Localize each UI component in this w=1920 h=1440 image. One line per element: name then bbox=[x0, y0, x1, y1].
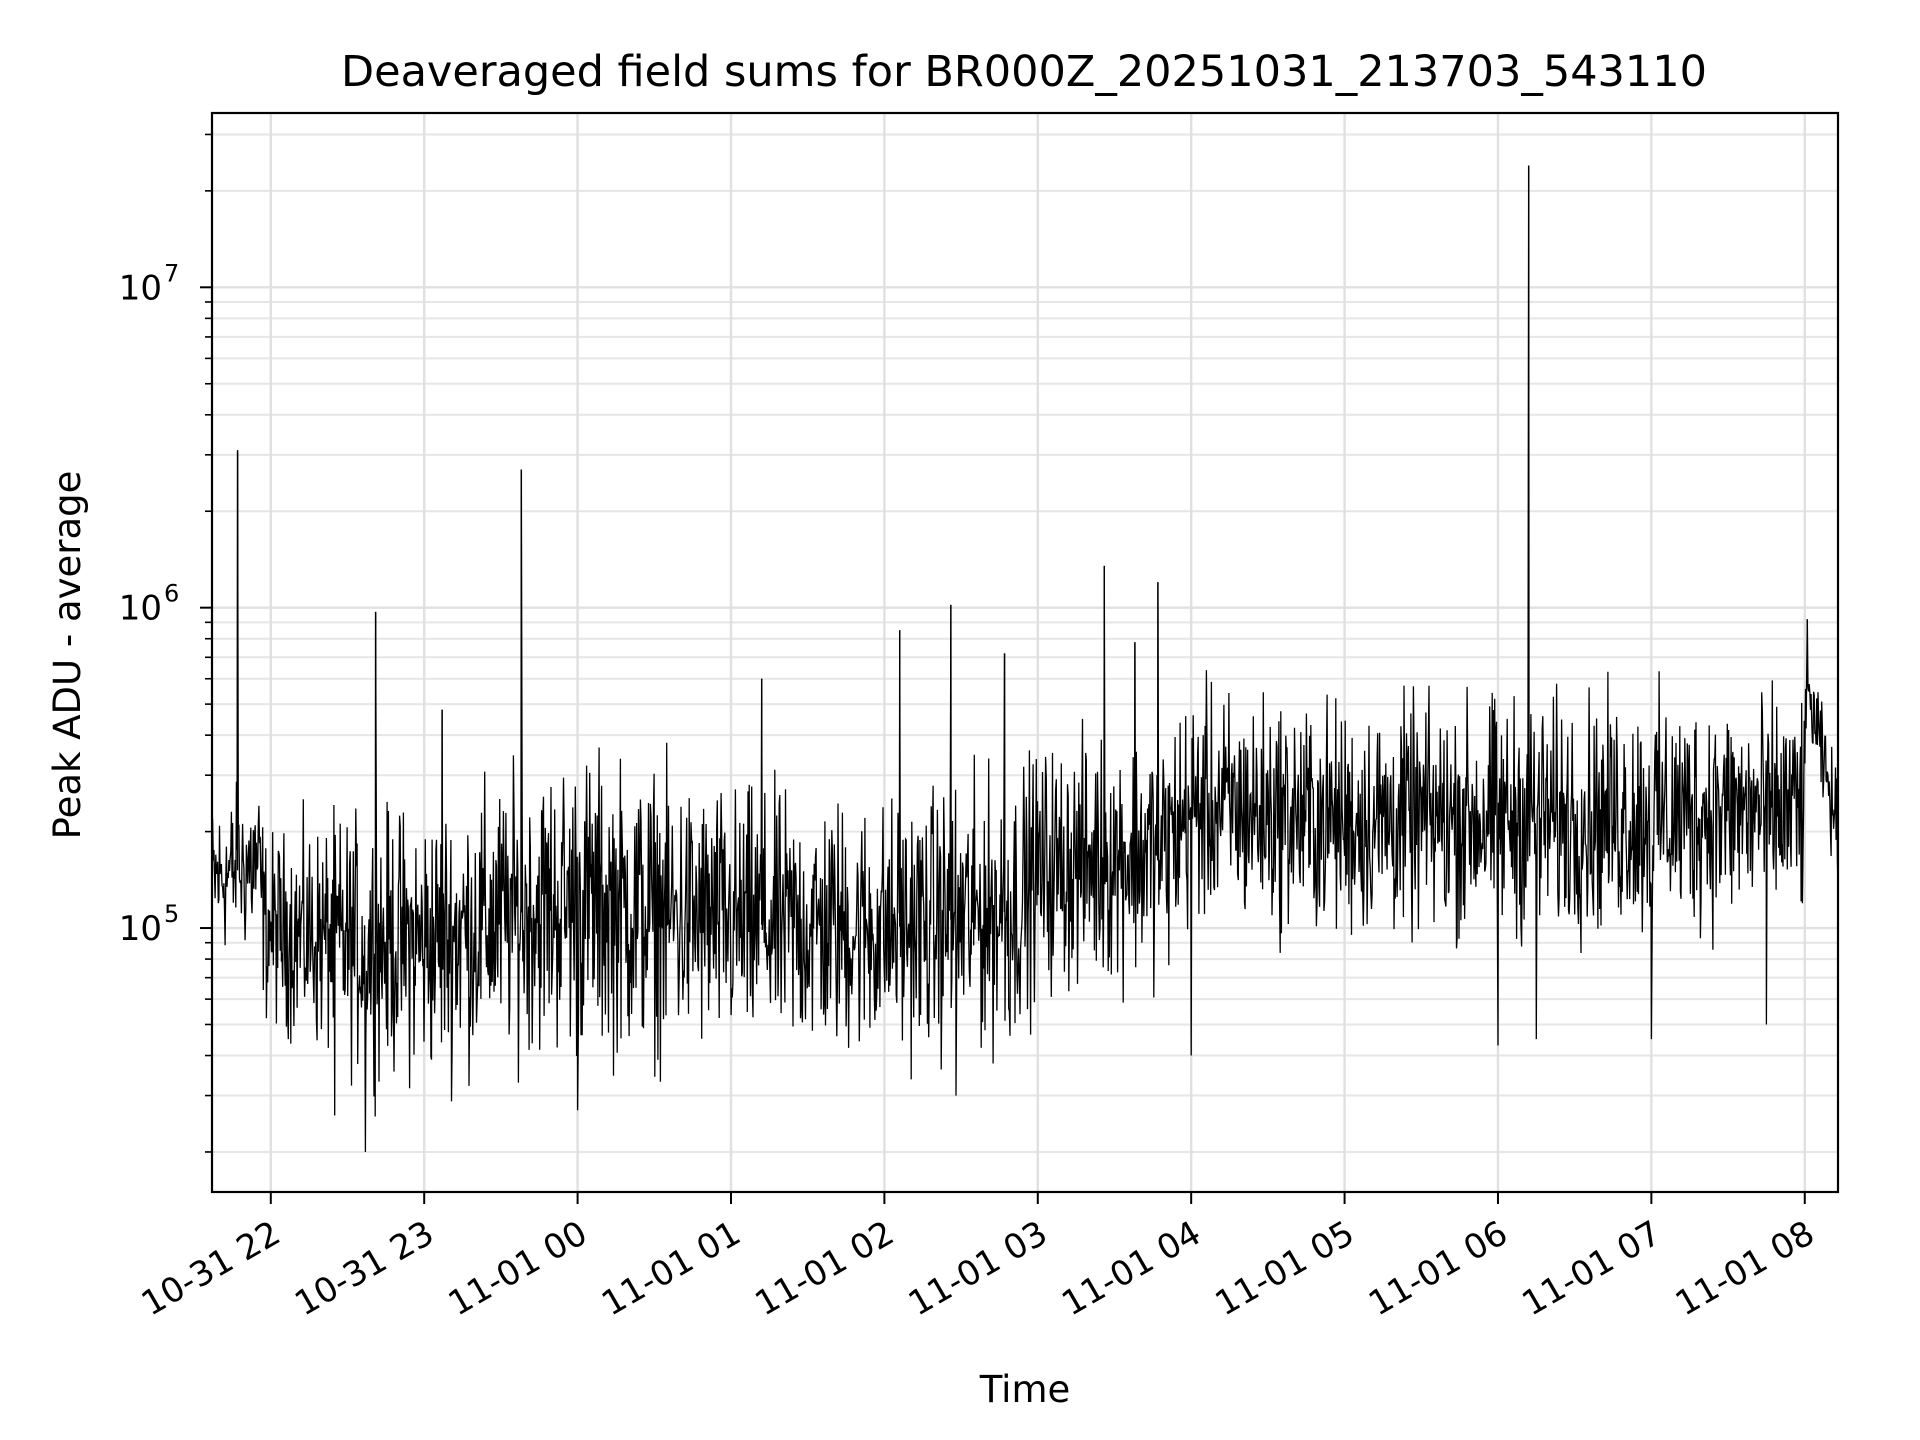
y-tick-label: 10 bbox=[119, 268, 162, 308]
data-series bbox=[212, 165, 1838, 1153]
y-tick-exponent: 5 bbox=[164, 900, 179, 928]
y-tick-exponent: 6 bbox=[164, 580, 179, 608]
plot-frame bbox=[210, 111, 1840, 1194]
y-tick-exponent: 7 bbox=[164, 259, 179, 287]
y-tick-label: 10 bbox=[119, 589, 162, 629]
y-tick-label: 10 bbox=[119, 909, 162, 949]
chart-title: Deaveraged field sums for BR000Z_2025103… bbox=[341, 47, 1707, 97]
minor-gridlines bbox=[212, 133, 1838, 1153]
x-axis-label: Time bbox=[979, 1368, 1071, 1411]
series-line bbox=[212, 165, 1838, 1153]
y-axis-label: Peak ADU - average bbox=[46, 471, 89, 840]
